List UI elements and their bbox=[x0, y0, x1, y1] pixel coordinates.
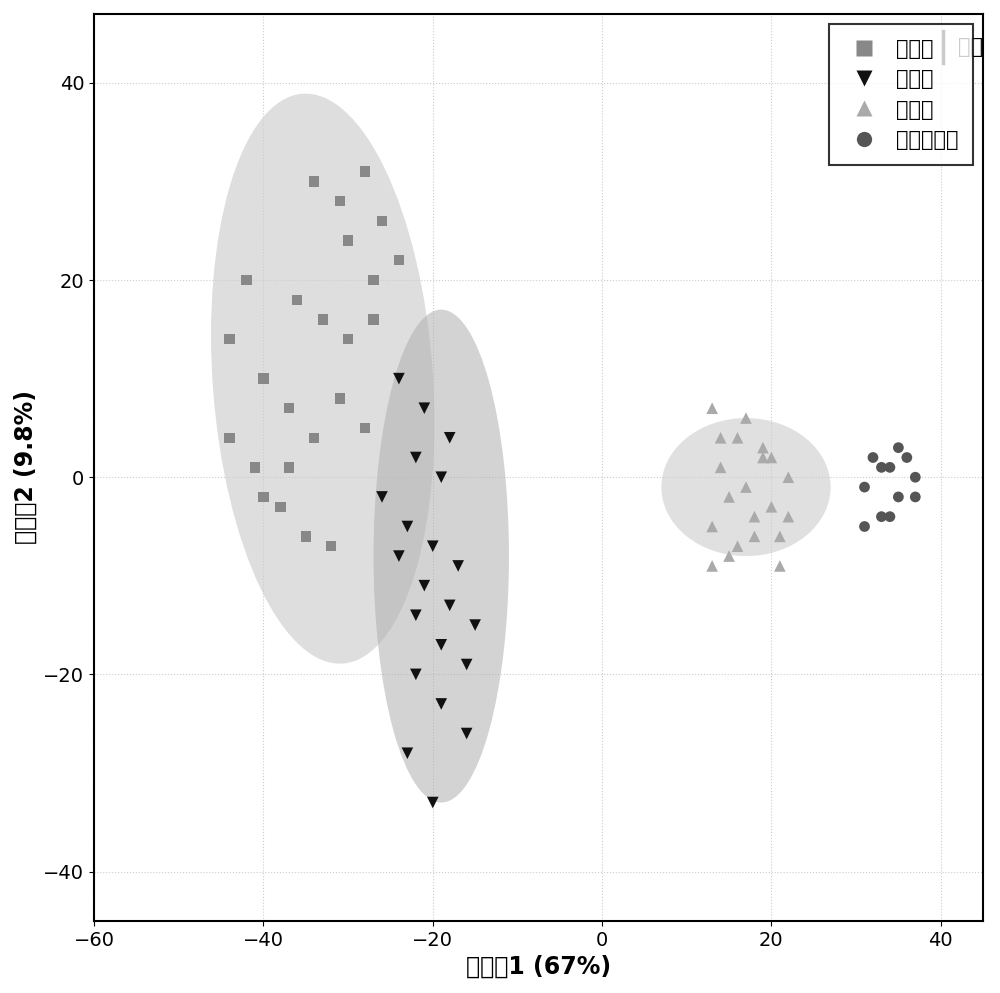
Point bbox=[222, 332, 238, 348]
Point bbox=[467, 617, 483, 633]
Point bbox=[442, 430, 458, 446]
Point bbox=[721, 489, 737, 504]
Point bbox=[425, 538, 441, 554]
Point bbox=[340, 232, 356, 248]
Point bbox=[374, 489, 390, 504]
Point bbox=[857, 480, 873, 496]
Point bbox=[755, 450, 771, 466]
Point bbox=[459, 726, 475, 742]
Point bbox=[281, 460, 297, 476]
Point bbox=[416, 578, 432, 594]
Point bbox=[442, 598, 458, 614]
Point bbox=[433, 637, 449, 652]
Point bbox=[730, 538, 746, 554]
Point bbox=[408, 666, 424, 682]
Point bbox=[730, 430, 746, 446]
Point bbox=[873, 460, 889, 476]
Point bbox=[391, 370, 407, 386]
Point bbox=[704, 518, 720, 534]
Point bbox=[391, 548, 407, 564]
Point bbox=[315, 312, 331, 328]
Point bbox=[408, 450, 424, 466]
X-axis label: 主成分1 (67%): 主成分1 (67%) bbox=[466, 955, 611, 979]
Point bbox=[890, 489, 906, 504]
Point bbox=[713, 460, 729, 476]
Point bbox=[780, 470, 796, 486]
Point bbox=[222, 430, 238, 446]
Point bbox=[433, 696, 449, 712]
Point bbox=[239, 272, 255, 288]
Point bbox=[374, 213, 390, 228]
Point bbox=[366, 312, 382, 328]
Point bbox=[450, 558, 466, 574]
Point bbox=[408, 608, 424, 624]
Point bbox=[882, 508, 898, 524]
Point bbox=[873, 508, 889, 524]
Point bbox=[704, 400, 720, 416]
Point bbox=[281, 400, 297, 416]
Ellipse shape bbox=[661, 418, 831, 556]
Point bbox=[298, 528, 314, 544]
Point bbox=[738, 410, 754, 426]
Point bbox=[746, 508, 762, 524]
Point bbox=[459, 656, 475, 672]
Point bbox=[272, 498, 288, 514]
Point bbox=[738, 480, 754, 496]
Point bbox=[907, 470, 923, 486]
Point bbox=[746, 528, 762, 544]
Point bbox=[340, 332, 356, 348]
Point bbox=[332, 390, 348, 406]
Point bbox=[332, 194, 348, 210]
Point bbox=[425, 794, 441, 810]
Point bbox=[890, 440, 906, 456]
Point bbox=[433, 470, 449, 486]
Point bbox=[763, 498, 779, 514]
Point bbox=[721, 548, 737, 564]
Point bbox=[416, 400, 432, 416]
Point bbox=[306, 174, 322, 190]
Point bbox=[907, 489, 923, 504]
Point bbox=[366, 272, 382, 288]
Point bbox=[391, 252, 407, 268]
Point bbox=[323, 538, 339, 554]
Text: 感染: 感染 bbox=[958, 37, 983, 57]
Point bbox=[704, 558, 720, 574]
Point bbox=[755, 440, 771, 456]
Point bbox=[289, 292, 305, 308]
Point bbox=[255, 370, 271, 386]
Point bbox=[882, 460, 898, 476]
Point bbox=[780, 508, 796, 524]
Point bbox=[399, 518, 415, 534]
Point bbox=[255, 489, 271, 504]
Y-axis label: 主成分2 (9.8%): 主成分2 (9.8%) bbox=[14, 390, 38, 544]
Point bbox=[713, 430, 729, 446]
Point bbox=[772, 558, 788, 574]
Ellipse shape bbox=[374, 310, 509, 802]
Point bbox=[306, 430, 322, 446]
Point bbox=[763, 450, 779, 466]
Point bbox=[899, 450, 915, 466]
Point bbox=[399, 746, 415, 762]
Point bbox=[247, 460, 263, 476]
Point bbox=[865, 450, 881, 466]
Point bbox=[357, 420, 373, 436]
Point bbox=[857, 518, 873, 534]
Legend: 高剂量, 中剂量, 低剂量, 未感染对照: 高剂量, 中剂量, 低剂量, 未感染对照 bbox=[829, 24, 973, 165]
Point bbox=[357, 164, 373, 180]
Point bbox=[772, 528, 788, 544]
Ellipse shape bbox=[211, 93, 434, 663]
